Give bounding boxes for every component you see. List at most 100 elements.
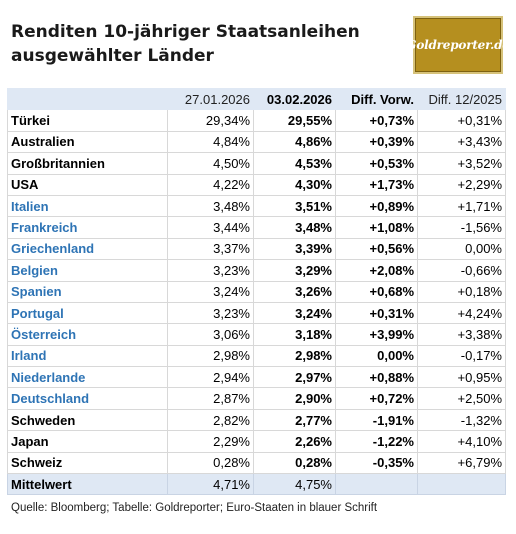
diff-week: +1,73% xyxy=(335,173,418,196)
yield-03-02: 3,18% xyxy=(253,323,336,346)
country-name: Portugal xyxy=(7,301,168,325)
diff-year: +0,18% xyxy=(417,280,506,303)
yield-03-02: 4,53% xyxy=(253,152,336,175)
country-name: Deutschland xyxy=(7,387,168,410)
logo-text: Goldreporter.de xyxy=(406,38,510,52)
table-row: Japan 2,29% 2,26% -1,22% +4,10% xyxy=(7,430,506,453)
yield-27-01: 4,50% xyxy=(167,152,254,175)
diff-year: +2,29% xyxy=(417,173,506,196)
country-name: Japan xyxy=(7,430,168,453)
diff-week: +3,99% xyxy=(335,323,418,346)
diff-week: -0,35% xyxy=(335,451,418,475)
table-row: Irland 2,98% 2,98% 0,00% -0,17% xyxy=(7,344,506,368)
table-row: Schweiz 0,28% 0,28% -0,35% +6,79% xyxy=(7,451,506,475)
country-name: Griechenland xyxy=(7,237,168,261)
yield-27-01: 3,37% xyxy=(167,237,254,261)
table-row: Italien 3,48% 3,51% +0,89% +1,71% xyxy=(7,194,506,218)
table-row: Spanien 3,24% 3,26% +0,68% +0,18% xyxy=(7,280,506,303)
yield-27-01: 0,28% xyxy=(167,451,254,475)
diff-year: -0,17% xyxy=(417,344,506,368)
table-row: Niederlande 2,94% 2,97% +0,88% +0,95% xyxy=(7,366,506,389)
yield-27-01: 3,48% xyxy=(167,194,254,218)
diff-week: +0,73% xyxy=(335,109,418,132)
diff-year: +4,24% xyxy=(417,301,506,325)
yield-03-02: 3,29% xyxy=(253,259,336,282)
average-row: Mittelwert 4,71% 4,75% xyxy=(7,473,506,496)
country-name: Frankreich xyxy=(7,216,168,239)
table-body: Türkei 29,34% 29,55% +0,73% +0,31% Australien… xyxy=(7,109,506,475)
average-value-2: 4,75% xyxy=(253,473,336,496)
diff-week: +0,88% xyxy=(335,366,418,389)
diff-week: +0,89% xyxy=(335,194,418,218)
diff-year: +0,31% xyxy=(417,109,506,132)
diff-week: +0,72% xyxy=(335,387,418,410)
yield-03-02: 2,77% xyxy=(253,408,336,432)
country-name: Irland xyxy=(7,344,168,368)
table-row: Australien 4,84% 4,86% +0,39% +3,43% xyxy=(7,130,506,154)
country-name: USA xyxy=(7,173,168,196)
country-name: Österreich xyxy=(7,323,168,346)
yield-27-01: 2,94% xyxy=(167,366,254,389)
table-row: Schweden 2,82% 2,77% -1,91% -1,32% xyxy=(7,408,506,432)
diff-year: -0,66% xyxy=(417,259,506,282)
yield-27-01: 3,24% xyxy=(167,280,254,303)
diff-year: -1,32% xyxy=(417,408,506,432)
diff-week: +0,56% xyxy=(335,237,418,261)
diff-year: +6,79% xyxy=(417,451,506,475)
header-date-2: 03.02.2026 xyxy=(253,87,336,111)
yield-27-01: 3,06% xyxy=(167,323,254,346)
yield-03-02: 2,26% xyxy=(253,430,336,453)
country-name: Großbritannien xyxy=(7,152,168,175)
diff-year: +2,50% xyxy=(417,387,506,410)
yield-03-02: 3,39% xyxy=(253,237,336,261)
yield-27-01: 29,34% xyxy=(167,109,254,132)
diff-week: +0,31% xyxy=(335,301,418,325)
diff-year: +3,52% xyxy=(417,152,506,175)
yield-03-02: 3,24% xyxy=(253,301,336,325)
yield-27-01: 3,23% xyxy=(167,301,254,325)
yield-27-01: 2,98% xyxy=(167,344,254,368)
country-name: Italien xyxy=(7,194,168,218)
diff-week: -1,91% xyxy=(335,408,418,432)
title-line-2: ausgewählter Länder xyxy=(11,46,214,66)
table-row: Griechenland 3,37% 3,39% +0,56% 0,00% xyxy=(7,237,506,261)
yield-03-02: 4,30% xyxy=(253,173,336,196)
diff-year: +3,43% xyxy=(417,130,506,154)
yield-03-02: 2,97% xyxy=(253,366,336,389)
diff-week: 0,00% xyxy=(335,344,418,368)
table-row: Türkei 29,34% 29,55% +0,73% +0,31% xyxy=(7,109,506,132)
diff-week: +2,08% xyxy=(335,259,418,282)
table-row: Deutschland 2,87% 2,90% +0,72% +2,50% xyxy=(7,387,506,410)
bond-yield-table: 27.01.2026 03.02.2026 Diff. Vorw. Diff. … xyxy=(7,87,506,496)
table-row: Großbritannien 4,50% 4,53% +0,53% +3,52% xyxy=(7,152,506,175)
yield-27-01: 4,84% xyxy=(167,130,254,154)
yield-03-02: 3,48% xyxy=(253,216,336,239)
average-label: Mittelwert xyxy=(7,473,168,496)
header-diff-year: Diff. 12/2025 xyxy=(417,87,506,111)
header-country xyxy=(7,87,168,111)
average-diff-year xyxy=(417,473,506,496)
header-date-1: 27.01.2026 xyxy=(167,87,254,111)
average-diff-week xyxy=(335,473,418,496)
diff-year: +0,95% xyxy=(417,366,506,389)
header-row: 27.01.2026 03.02.2026 Diff. Vorw. Diff. … xyxy=(7,87,506,111)
yield-03-02: 3,26% xyxy=(253,280,336,303)
diff-week: +0,53% xyxy=(335,152,418,175)
table-row: Frankreich 3,44% 3,48% +1,08% -1,56% xyxy=(7,216,506,239)
diff-week: -1,22% xyxy=(335,430,418,453)
goldreporter-logo: Goldreporter.de xyxy=(406,16,510,74)
diff-year: 0,00% xyxy=(417,237,506,261)
page-title: Renditen 10-jähriger Staatsanleihen ausg… xyxy=(11,20,401,68)
table-header: 27.01.2026 03.02.2026 Diff. Vorw. Diff. … xyxy=(7,87,506,111)
diff-year: +3,38% xyxy=(417,323,506,346)
yield-27-01: 2,29% xyxy=(167,430,254,453)
source-note: Quelle: Bloomberg; Tabelle: Goldreporter… xyxy=(11,502,378,514)
country-name: Belgien xyxy=(7,259,168,282)
diff-year: +4,10% xyxy=(417,430,506,453)
table-row: Portugal 3,23% 3,24% +0,31% +4,24% xyxy=(7,301,506,325)
country-name: Türkei xyxy=(7,109,168,132)
diff-week: +0,68% xyxy=(335,280,418,303)
average-value-1: 4,71% xyxy=(167,473,254,496)
yield-03-02: 0,28% xyxy=(253,451,336,475)
table-row: Österreich 3,06% 3,18% +3,99% +3,38% xyxy=(7,323,506,346)
